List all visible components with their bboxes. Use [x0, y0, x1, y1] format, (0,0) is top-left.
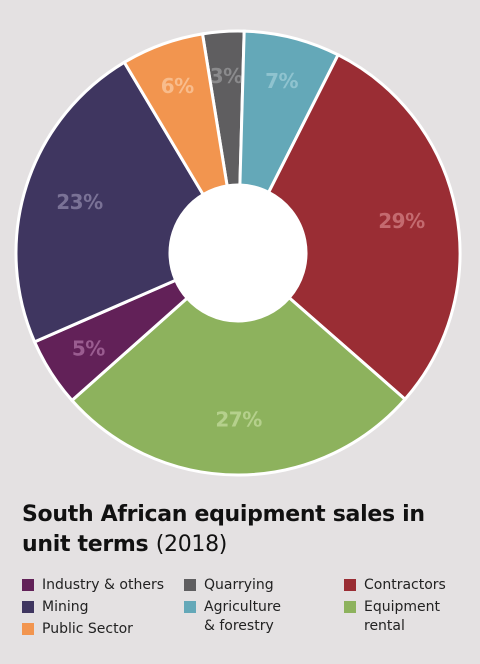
legend-swatch-mining	[22, 601, 34, 613]
slice-label-industry-others: 5%	[72, 337, 105, 361]
legend-swatch-agriculture	[184, 601, 196, 613]
legend-item-quarrying: Quarrying	[184, 576, 274, 595]
donut-chart: 3% 7% 29% 27% 5% 23% 6%	[14, 29, 462, 477]
legend-label-public-sector: Public Sector	[42, 621, 133, 637]
slice-label-mining: 23%	[56, 190, 103, 214]
legend-swatch-quarrying	[184, 579, 196, 591]
legend-label-industry: Industry & others	[42, 577, 164, 593]
slice-label-contractors: 29%	[378, 209, 425, 233]
legend-item-mining: Mining	[22, 598, 89, 617]
legend-item-contractors: Contractors	[344, 576, 446, 595]
legend-item-rental: Equipment rental	[344, 598, 440, 636]
chart-title-bold: South African equipment sales in unit te…	[22, 502, 425, 557]
slice-label-equipment-rental: 27%	[215, 407, 262, 431]
legend-label-quarrying: Quarrying	[204, 577, 274, 593]
slice-label-quarrying: 3%	[210, 64, 243, 88]
legend-swatch-contractors	[344, 579, 356, 591]
legend-item-industry: Industry & others	[22, 576, 164, 595]
legend-label-contractors: Contractors	[364, 577, 446, 593]
legend-label-rental: Equipment rental	[364, 599, 440, 634]
chart-title-year: (2018)	[155, 532, 228, 557]
slice-label-agriculture-forestry: 7%	[265, 69, 298, 93]
legend-label-mining: Mining	[42, 599, 89, 615]
slice-label-public-sector: 6%	[161, 74, 194, 98]
donut-hole	[170, 185, 306, 321]
legend-item-agriculture: Agriculture & forestry	[184, 598, 281, 636]
legend-swatch-public-sector	[22, 623, 34, 635]
chart-title: South African equipment sales in unit te…	[22, 500, 462, 560]
legend-item-public-sector: Public Sector	[22, 620, 133, 639]
legend-swatch-industry	[22, 579, 34, 591]
legend-label-agriculture: Agriculture & forestry	[204, 599, 281, 634]
legend-swatch-rental	[344, 601, 356, 613]
